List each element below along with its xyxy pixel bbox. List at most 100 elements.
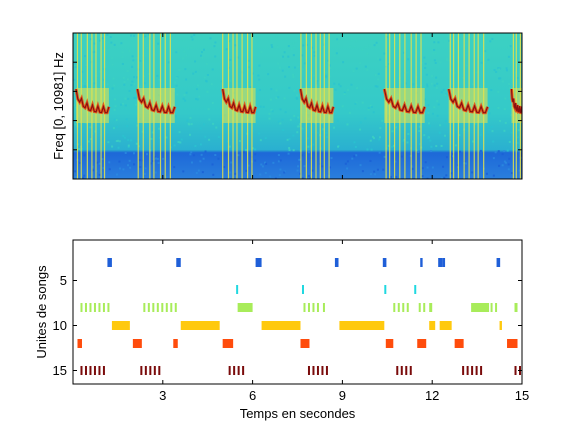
spectrogram-noise	[312, 74, 315, 77]
units-frame	[72, 239, 523, 385]
spectrogram-noise	[429, 139, 432, 142]
spectrogram-noise	[371, 135, 374, 138]
spectrogram-noise	[374, 173, 377, 176]
spectrogram-noise	[92, 80, 95, 83]
spectrogram-noise	[93, 42, 96, 45]
spectrogram-noise	[432, 52, 435, 55]
spectrogram-noise	[353, 155, 356, 158]
spectrogram-noise	[158, 127, 161, 130]
spectrogram-noise	[387, 61, 390, 64]
spectrogram-trace-core	[448, 88, 489, 114]
spectrogram-noise	[517, 125, 520, 128]
spectrogram-noise	[151, 160, 154, 163]
spectrogram-noise	[110, 42, 113, 45]
unit-8-segment	[471, 303, 490, 312]
spectrogram-noise	[279, 108, 282, 111]
spectrogram-noise	[116, 125, 119, 128]
spectrogram-noise	[298, 158, 301, 161]
spectrogram-noise	[122, 168, 125, 171]
spectrogram-noise	[214, 153, 217, 156]
spectrogram-noise	[175, 35, 178, 38]
spectrogram-noise	[183, 94, 186, 97]
spectrogram-noise	[343, 91, 346, 94]
spectrogram-noise	[438, 131, 441, 134]
spectrogram-noise	[355, 40, 358, 43]
spectrogram-noise	[229, 171, 232, 174]
spectrogram-noise	[247, 164, 250, 167]
spectrogram-noise	[126, 125, 129, 128]
spectrogram-noise	[485, 52, 488, 55]
spectrogram-noise	[144, 35, 147, 38]
spectrogram-noise	[111, 56, 114, 59]
spectrogram-noise	[286, 138, 289, 141]
spectrogram-noise	[223, 166, 226, 169]
spectrogram-noise	[436, 114, 439, 117]
spectrogram-noise	[376, 85, 379, 88]
unit-15-segment	[466, 366, 469, 375]
spectrogram-noise	[298, 123, 301, 126]
spectrogram-noise	[254, 153, 257, 156]
spectrogram-noise	[406, 71, 409, 74]
spectrogram-noise	[120, 103, 123, 106]
spectrogram-noise	[309, 145, 312, 148]
spectrogram-noise	[383, 52, 386, 55]
spectrogram-noise	[287, 152, 290, 155]
spectrogram-noise	[214, 41, 217, 44]
spectrogram-noise	[284, 75, 287, 78]
unit-15-segment	[228, 366, 231, 375]
unit-8-segment	[514, 303, 518, 312]
spectrogram-noise	[503, 150, 506, 153]
spectrogram-noise	[133, 163, 136, 166]
spectrogram-noise	[334, 88, 337, 91]
spectrogram-noise	[126, 78, 129, 81]
unit-8-segment	[429, 303, 433, 312]
spectrogram-noise	[335, 52, 338, 55]
spectrogram-noise	[272, 161, 275, 164]
spectrogram-noise	[101, 158, 104, 161]
spectrogram-noise	[436, 100, 439, 103]
spectrogram-noise	[415, 149, 418, 152]
unit-8-segment	[393, 303, 396, 312]
spectrogram-noise	[407, 55, 410, 58]
spectrogram-noise	[368, 44, 371, 47]
spectrogram-noise	[181, 57, 184, 60]
spectrogram-noise	[115, 139, 118, 142]
spectrogram-noise	[373, 44, 376, 47]
spectrogram-noise	[211, 163, 214, 166]
spectrogram-noise	[336, 38, 339, 41]
unit-12-segment	[385, 339, 394, 348]
spectrogram-noise	[411, 36, 414, 39]
spectrogram-noise	[391, 145, 394, 148]
spectrogram-noise	[444, 119, 447, 122]
spectrogram-noise	[516, 34, 519, 37]
unit-10-segment	[439, 321, 452, 330]
spectrogram-noise	[236, 45, 239, 48]
spectrogram-ticks	[73, 33, 522, 179]
spectrogram-noise	[234, 172, 237, 175]
spectrogram-noise	[408, 126, 411, 129]
spectrogram-noise	[442, 88, 445, 91]
spectrogram-noise	[149, 162, 152, 165]
spectrogram-noise	[378, 138, 381, 141]
spectrogram-noise	[288, 137, 291, 140]
spectrogram-noise	[487, 58, 490, 61]
unit-15-segment	[409, 366, 412, 375]
spectrogram-noise	[428, 122, 431, 125]
spectrogram-noise	[309, 176, 312, 179]
spectrogram-noise	[430, 82, 433, 85]
unit-3-segment	[107, 258, 112, 267]
spectrogram-noise	[258, 132, 261, 135]
spectrogram-noise	[289, 34, 292, 37]
units-xlabel: Temps en secondes	[240, 406, 356, 421]
spectrogram-noise	[113, 84, 116, 87]
spectrogram-noise	[138, 159, 141, 162]
spectrogram-noise	[228, 40, 231, 43]
spectrogram-noise	[366, 68, 369, 71]
spectrogram-noise	[501, 80, 504, 83]
spectrogram-noise	[178, 68, 181, 71]
spectrogram-noise	[325, 131, 328, 134]
spectrogram-noise	[392, 177, 395, 179]
unit-6-segment	[236, 285, 239, 294]
spectrogram-noise	[121, 62, 124, 65]
unit-8-segment	[402, 303, 405, 312]
